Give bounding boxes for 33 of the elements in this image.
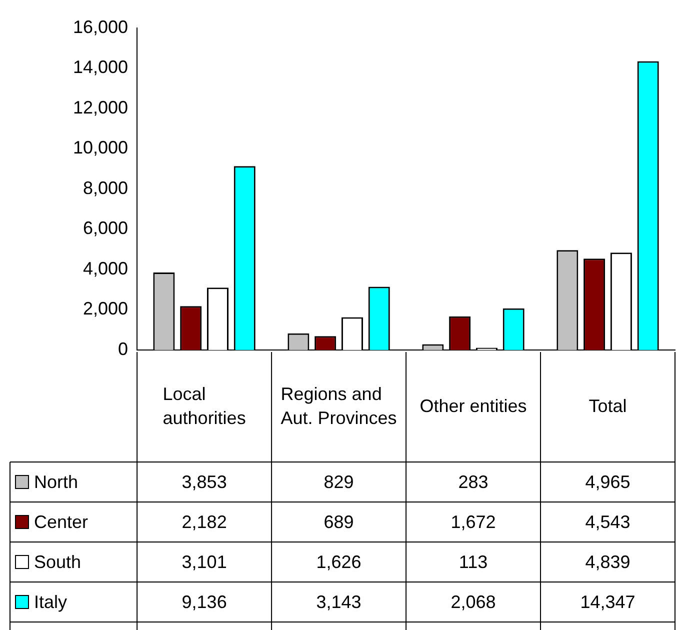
y-tick-label: 14,000 bbox=[72, 57, 128, 78]
data-label: 2,068 bbox=[450, 592, 496, 612]
data-label: 1,626 bbox=[316, 552, 362, 572]
data-label: 3,143 bbox=[316, 592, 362, 612]
legend-label: North bbox=[34, 472, 78, 492]
data-label: 113 bbox=[458, 552, 488, 572]
x-tick-label: Regions and Aut. Provinces bbox=[280, 384, 397, 428]
y-tick-label: 4,000 bbox=[83, 258, 128, 278]
legend-label: South bbox=[34, 552, 82, 572]
y-tick-label: 8,000 bbox=[83, 178, 128, 198]
y-tick-label: 10,000 bbox=[72, 138, 128, 158]
x-tick-label: Other entities bbox=[420, 396, 527, 416]
data-label: 9,136 bbox=[182, 592, 227, 612]
data-label: 2,182 bbox=[182, 512, 227, 532]
y-tick-label: 6,000 bbox=[83, 218, 128, 238]
legend-label: Italy bbox=[34, 592, 68, 612]
data-label: 1,672 bbox=[450, 512, 496, 532]
data-label: 3,101 bbox=[182, 552, 227, 572]
y-tick-label: 16,000 bbox=[72, 16, 128, 37]
x-tick-label: Total bbox=[588, 396, 627, 416]
y-tick-label: 0 bbox=[118, 338, 128, 359]
data-label: 4,543 bbox=[585, 512, 630, 532]
data-label: 689 bbox=[324, 512, 354, 532]
data-label: 4,839 bbox=[585, 552, 630, 572]
data-label: 14,347 bbox=[580, 592, 636, 612]
y-tick-label: 12,000 bbox=[72, 97, 128, 118]
x-tick-label: Local authorities bbox=[162, 384, 246, 428]
data-label: 829 bbox=[324, 472, 354, 492]
data-label: 3,853 bbox=[182, 472, 227, 492]
data-label: 283 bbox=[458, 472, 488, 492]
y-tick-label: 2,000 bbox=[83, 298, 128, 319]
data-label: 4,965 bbox=[585, 472, 630, 492]
legend-label: Center bbox=[34, 512, 88, 532]
